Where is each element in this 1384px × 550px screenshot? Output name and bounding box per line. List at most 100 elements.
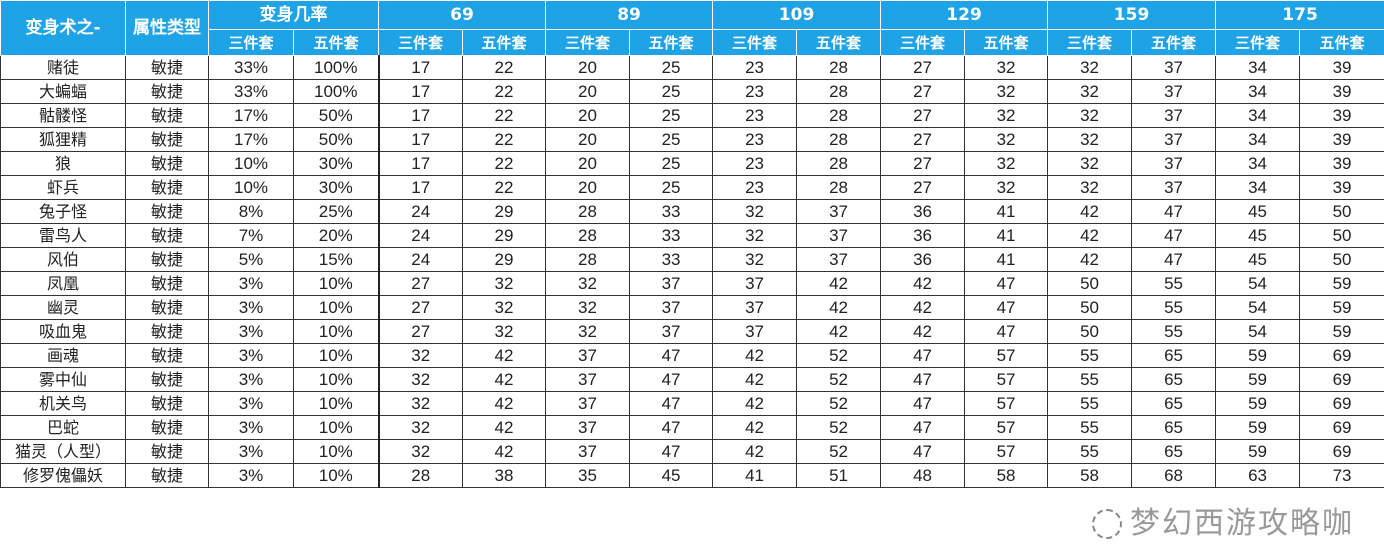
table-row: 狼敏捷 10% 30% 17 22 20 25 23 28 27 32 32 37 34 39 (0, 151, 1384, 176)
cell-level-109-five-set: 51 (796, 463, 882, 488)
cell-level-89-three-set: 37 (545, 439, 631, 464)
cell-attr-type: 敏捷 (125, 367, 209, 392)
cell-rate-five-set: 100% (293, 55, 379, 80)
cell-attr-type: 敏捷 (125, 79, 209, 104)
cell-level-109-five-set: 28 (796, 55, 882, 80)
table-row: 幽灵 敏捷 3% 10% 27 32 32 37 37 42 42 47 50 55 54 59 (0, 295, 1384, 320)
cell-level-159-five-set: 47 (1131, 223, 1217, 248)
cell-level-109-three-set: 42 (712, 367, 798, 392)
cell-level-89-five-set: 33 (629, 199, 714, 224)
cell-level-69-three-set: 32 (377, 343, 463, 368)
cell-level-159-three-set: 32 (1047, 79, 1133, 104)
cell-level-109-three-set: 23 (712, 127, 798, 152)
cell-level-129-three-set: 27 (880, 151, 966, 176)
cell-level-129-three-set: 36 (880, 223, 966, 248)
cell-level-109-five-set: 52 (796, 391, 882, 416)
header-five-set: 五件套 (796, 29, 882, 56)
cell-level-129-five-set: 32 (964, 151, 1049, 176)
cell-level-109-three-set: 32 (712, 199, 798, 224)
cell-level-159-three-set: 58 (1047, 463, 1133, 488)
header-level-175: 175 (1215, 0, 1384, 30)
cell-level-109-three-set: 37 (712, 295, 798, 320)
cell-level-89-three-set: 32 (545, 319, 631, 344)
table-row: 虾兵 敏捷 10% 30% 17 22 20 25 23 28 27 32 32 37 34 39 (0, 175, 1384, 200)
cell-rate-five-set: 20% (293, 223, 379, 248)
cell-level-109-three-set: 23 (712, 175, 798, 200)
cell-level-109-five-set: 37 (796, 199, 882, 224)
cell-level-129-five-set: 57 (964, 391, 1049, 416)
cell-level-109-five-set: 52 (796, 343, 882, 368)
cell-level-175-three-set: 34 (1215, 55, 1301, 80)
cell-level-89-three-set: 35 (545, 463, 631, 488)
cell-level-69-three-set: 17 (377, 175, 463, 200)
cell-name: 赌徒 (0, 55, 126, 80)
header-three-set: 三件套 (545, 29, 631, 56)
cell-level-175-three-set: 34 (1215, 79, 1301, 104)
cell-rate-three-set: 3% (208, 295, 294, 320)
cell-level-109-five-set: 28 (796, 103, 882, 128)
cell-level-159-three-set: 50 (1047, 271, 1133, 296)
cell-level-175-three-set: 54 (1215, 271, 1301, 296)
cell-level-159-five-set: 37 (1131, 79, 1217, 104)
cell-level-89-three-set: 28 (545, 247, 631, 272)
cell-level-159-five-set: 37 (1131, 151, 1217, 176)
cell-rate-three-set: 5% (208, 247, 294, 272)
cell-level-109-three-set: 23 (712, 79, 798, 104)
cell-name: 凤凰 (0, 271, 126, 296)
cell-level-129-five-set: 47 (964, 295, 1049, 320)
cell-level-175-three-set: 63 (1215, 463, 1301, 488)
cell-attr-type: 敏捷 (125, 391, 209, 416)
cell-level-69-five-set: 29 (461, 247, 547, 272)
cell-level-159-three-set: 32 (1047, 127, 1133, 152)
header-three-set: 三件套 (880, 29, 966, 56)
table-row: 赌徒 敏捷 33% 100% 17 22 20 25 23 28 27 32 32 37 34 39 (0, 55, 1384, 80)
cell-rate-three-set: 33% (208, 55, 294, 80)
cell-attr-type: 敏捷 (125, 175, 209, 200)
cell-level-159-five-set: 37 (1131, 175, 1217, 200)
cell-level-129-three-set: 27 (880, 175, 966, 200)
cell-level-89-three-set: 28 (545, 223, 631, 248)
cell-level-69-three-set: 17 (377, 103, 463, 128)
cell-level-69-five-set: 42 (461, 367, 547, 392)
cell-attr-type: 敏捷 (125, 295, 209, 320)
cell-name: 修罗傀儡妖 (0, 463, 126, 488)
cell-level-159-five-set: 65 (1131, 439, 1217, 464)
cell-name: 雷鸟人 (0, 223, 126, 248)
cell-level-129-three-set: 47 (880, 415, 966, 440)
cell-level-89-three-set: 20 (545, 79, 631, 104)
cell-level-89-three-set: 37 (545, 391, 631, 416)
header-level-69: 69 (377, 0, 547, 30)
cell-level-69-three-set: 32 (377, 367, 463, 392)
cell-level-175-five-set: 39 (1299, 79, 1384, 104)
cell-level-175-three-set: 45 (1215, 199, 1301, 224)
cell-attr-type: 敏捷 (125, 55, 209, 80)
cell-level-109-five-set: 28 (796, 151, 882, 176)
cell-attr-type: 敏捷 (125, 271, 209, 296)
cell-level-109-three-set: 32 (712, 223, 798, 248)
table-row: 猫灵（人型） 敏捷 3% 10% 32 42 37 47 42 52 47 57 55 65 59 69 (0, 439, 1384, 464)
cell-attr-type: 敏捷 (125, 343, 209, 368)
cell-level-89-five-set: 25 (629, 55, 714, 80)
cell-level-69-five-set: 42 (461, 343, 547, 368)
cell-level-69-five-set: 32 (461, 271, 547, 296)
cell-rate-five-set: 10% (293, 415, 379, 440)
cell-rate-five-set: 50% (293, 103, 379, 128)
cell-level-159-three-set: 32 (1047, 175, 1133, 200)
cell-level-129-five-set: 57 (964, 343, 1049, 368)
header-three-set: 三件套 (712, 29, 798, 56)
cell-name: 狼 (0, 151, 126, 176)
cell-level-129-three-set: 27 (880, 55, 966, 80)
cell-level-109-three-set: 42 (712, 439, 798, 464)
cell-rate-five-set: 10% (293, 271, 379, 296)
cell-level-69-five-set: 22 (461, 127, 547, 152)
cell-rate-three-set: 8% (208, 199, 294, 224)
cell-level-129-three-set: 42 (880, 319, 966, 344)
cell-rate-three-set: 3% (208, 391, 294, 416)
cell-level-69-five-set: 29 (461, 223, 547, 248)
cell-level-175-five-set: 50 (1299, 223, 1384, 248)
cell-level-69-three-set: 32 (377, 439, 463, 464)
cell-level-129-five-set: 32 (964, 79, 1049, 104)
cell-level-69-five-set: 22 (461, 151, 547, 176)
cell-level-159-three-set: 32 (1047, 103, 1133, 128)
header-attr-type: 属性类型 (125, 0, 209, 56)
